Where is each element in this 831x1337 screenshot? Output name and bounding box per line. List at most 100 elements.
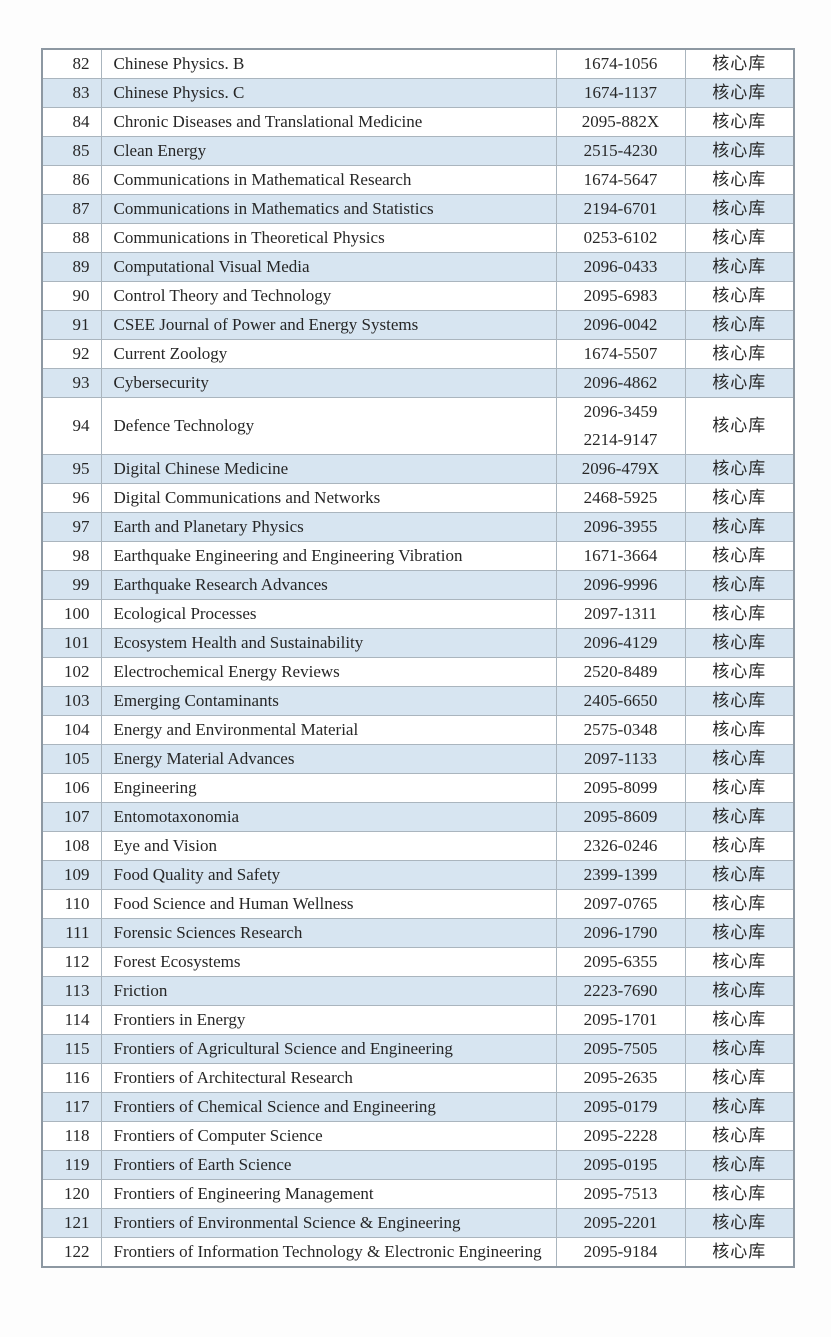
journal-issn: 2096-4129: [555, 628, 686, 658]
status-badge: 核心库: [684, 252, 795, 282]
table-row: 87 Communications in Mathematics and Sta…: [41, 194, 795, 224]
journal-issn: 1674-5507: [555, 339, 686, 369]
journal-name: Frontiers of Architectural Research: [100, 1063, 557, 1093]
journal-name: Ecological Processes: [100, 599, 557, 629]
row-number: 87: [41, 194, 102, 224]
journal-name: CSEE Journal of Power and Energy Systems: [100, 310, 557, 340]
row-number: 110: [41, 889, 102, 919]
journal-issn: 2095-1701: [555, 1005, 686, 1035]
journal-issn: 1674-5647: [555, 165, 686, 195]
journal-issn: 2575-0348: [555, 715, 686, 745]
journal-issn: 2095-6355: [555, 947, 686, 977]
table-row: 94 Defence Technology 2096-3459 2214-914…: [41, 397, 795, 455]
journal-name: Defence Technology: [100, 397, 557, 455]
journal-name: Communications in Mathematical Research: [100, 165, 557, 195]
table-row: 113 Friction 2223-7690 核心库: [41, 976, 795, 1006]
row-number: 99: [41, 570, 102, 600]
journal-issn: 2095-0179: [555, 1092, 686, 1122]
row-number: 117: [41, 1092, 102, 1122]
table-row: 83 Chinese Physics. C 1674-1137 核心库: [41, 78, 795, 108]
journal-name: Current Zoology: [100, 339, 557, 369]
row-number: 121: [41, 1208, 102, 1238]
status-badge: 核心库: [684, 165, 795, 195]
status-badge: 核心库: [684, 599, 795, 629]
journal-name: Digital Chinese Medicine: [100, 454, 557, 484]
journal-name: Energy Material Advances: [100, 744, 557, 774]
table-row: 107 Entomotaxonomia 2095-8609 核心库: [41, 802, 795, 832]
status-badge: 核心库: [684, 1179, 795, 1209]
journal-name: Frontiers of Environmental Science & Eng…: [100, 1208, 557, 1238]
table-row: 110 Food Science and Human Wellness 2097…: [41, 889, 795, 919]
table-row: 84 Chronic Diseases and Translational Me…: [41, 107, 795, 137]
journal-name: Emerging Contaminants: [100, 686, 557, 716]
status-badge: 核心库: [684, 860, 795, 890]
journal-name: Engineering: [100, 773, 557, 803]
journal-name: Frontiers of Earth Science: [100, 1150, 557, 1180]
journal-issn: 2096-3955: [555, 512, 686, 542]
status-badge: 核心库: [684, 223, 795, 253]
status-badge: 核心库: [684, 1150, 795, 1180]
journal-issn: 2095-9184: [555, 1237, 686, 1268]
journal-name: Forensic Sciences Research: [100, 918, 557, 948]
status-badge: 核心库: [684, 628, 795, 658]
table-row: 115 Frontiers of Agricultural Science an…: [41, 1034, 795, 1064]
table-row: 108 Eye and Vision 2326-0246 核心库: [41, 831, 795, 861]
row-number: 85: [41, 136, 102, 166]
journal-issn: 2097-1133: [555, 744, 686, 774]
journal-name: Control Theory and Technology: [100, 281, 557, 311]
table-row: 91 CSEE Journal of Power and Energy Syst…: [41, 310, 795, 340]
table-row: 121 Frontiers of Environmental Science &…: [41, 1208, 795, 1238]
journal-issn: 1671-3664: [555, 541, 686, 571]
status-badge: 核心库: [684, 281, 795, 311]
journal-name: Computational Visual Media: [100, 252, 557, 282]
row-number: 89: [41, 252, 102, 282]
table-row: 114 Frontiers in Energy 2095-1701 核心库: [41, 1005, 795, 1035]
row-number: 83: [41, 78, 102, 108]
table-row: 118 Frontiers of Computer Science 2095-2…: [41, 1121, 795, 1151]
journal-name: Earth and Planetary Physics: [100, 512, 557, 542]
journal-name: Chinese Physics. C: [100, 78, 557, 108]
journal-issn: 2095-0195: [555, 1150, 686, 1180]
table-row: 100 Ecological Processes 2097-1311 核心库: [41, 599, 795, 629]
status-badge: 核心库: [684, 1121, 795, 1151]
status-badge: 核心库: [684, 339, 795, 369]
journal-name: Digital Communications and Networks: [100, 483, 557, 513]
journal-issn: 2326-0246: [555, 831, 686, 861]
row-number: 96: [41, 483, 102, 513]
row-number: 108: [41, 831, 102, 861]
journal-issn: 2223-7690: [555, 976, 686, 1006]
status-badge: 核心库: [684, 512, 795, 542]
table-row: 112 Forest Ecosystems 2095-6355 核心库: [41, 947, 795, 977]
journal-name: Eye and Vision: [100, 831, 557, 861]
journal-name: Friction: [100, 976, 557, 1006]
row-number: 94: [41, 397, 102, 455]
status-badge: 核心库: [684, 802, 795, 832]
journal-name: Communications in Theoretical Physics: [100, 223, 557, 253]
journal-issn: 2095-2635: [555, 1063, 686, 1093]
journal-issn: 1674-1137: [555, 78, 686, 108]
status-badge: 核心库: [684, 310, 795, 340]
row-number: 107: [41, 802, 102, 832]
status-badge: 核心库: [684, 744, 795, 774]
journal-issn: 2096-479X: [555, 454, 686, 484]
table-row: 82 Chinese Physics. B 1674-1056 核心库: [41, 48, 795, 79]
status-badge: 核心库: [684, 1237, 795, 1268]
journal-name: Frontiers of Chemical Science and Engine…: [100, 1092, 557, 1122]
status-badge: 核心库: [684, 194, 795, 224]
journal-issn: 2095-8099: [555, 773, 686, 803]
journal-name: Ecosystem Health and Sustainability: [100, 628, 557, 658]
row-number: 91: [41, 310, 102, 340]
journal-issn: 2095-7505: [555, 1034, 686, 1064]
status-badge: 核心库: [684, 947, 795, 977]
status-badge: 核心库: [684, 1005, 795, 1035]
row-number: 103: [41, 686, 102, 716]
journal-name: Forest Ecosystems: [100, 947, 557, 977]
table-row: 101 Ecosystem Health and Sustainability …: [41, 628, 795, 658]
journal-name: Chronic Diseases and Translational Medic…: [100, 107, 557, 137]
row-number: 112: [41, 947, 102, 977]
journal-issn: 2095-8609: [555, 802, 686, 832]
journal-name: Food Quality and Safety: [100, 860, 557, 890]
journal-name: Communications in Mathematics and Statis…: [100, 194, 557, 224]
status-badge: 核心库: [684, 78, 795, 108]
